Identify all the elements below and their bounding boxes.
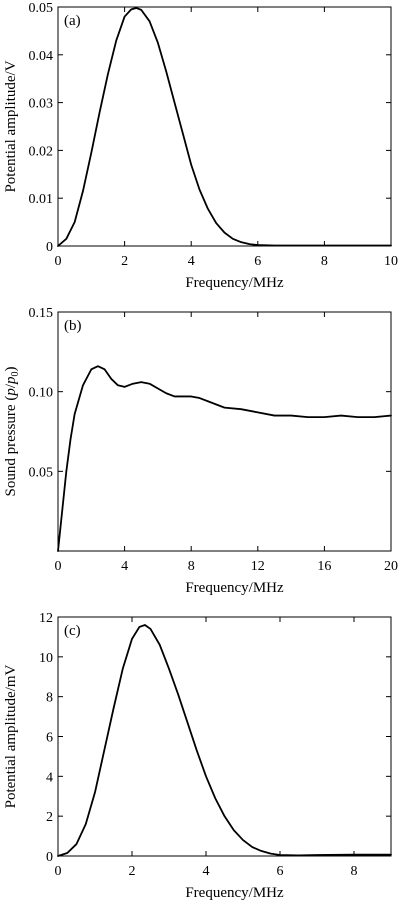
x-tick-label: 4 (203, 864, 210, 879)
y-tick-label: 0.02 (29, 144, 54, 159)
y-tick-label: 0.01 (29, 192, 54, 207)
plot-frame (57, 311, 392, 552)
x-tick-label: 8 (351, 864, 358, 879)
y-axis-label: Potential amplitude/mV (3, 664, 19, 808)
y-tick-label: 8 (46, 691, 53, 706)
x-tick-label: 6 (277, 864, 284, 879)
x-tick-label: 6 (254, 254, 261, 269)
chart-panel-2: 0 4 8 12 16 20 0.05 0.10 0.15 (b) Frequency/MHz Sou… (3, 306, 398, 596)
y-tick-label: 0.03 (29, 97, 54, 112)
panel-label: (c) (64, 623, 81, 639)
y-tick-label: 0.15 (29, 306, 54, 321)
y-tick-label: 6 (46, 731, 53, 746)
y-tick-label: 0.04 (29, 49, 54, 64)
x-tick-label: 10 (384, 254, 398, 269)
x-tick-label: 4 (188, 254, 195, 269)
x-tick-label: 0 (55, 559, 62, 574)
y-tick-label: 0.05 (29, 1, 54, 16)
x-tick-label: 2 (129, 864, 136, 879)
y-tick-label: 0 (46, 240, 53, 255)
y-tick-label: 0 (46, 850, 53, 865)
series-line (57, 7, 392, 247)
y-tick-label: 4 (46, 770, 53, 785)
chart-panel-3: 0 2 4 6 8 0 2 4 6 8 10 12 (c) Frequency/MHz Potential … (3, 611, 392, 900)
y-axis-label: Sound pressure (p/p0) (3, 367, 21, 497)
x-tick-label: 8 (321, 254, 328, 269)
x-tick-label: 12 (251, 559, 265, 574)
y-tick-label: 10 (39, 651, 53, 666)
x-tick-label: 8 (188, 559, 195, 574)
series-line (57, 365, 392, 552)
plot-frame (57, 6, 392, 247)
chart-panel-1: 0 2 4 6 8 10 0 0.01 0.02 0.03 0.04 0.05 (a) Frequency… (3, 1, 398, 291)
y-tick-label: 12 (39, 611, 53, 626)
x-tick-label: 2 (121, 254, 128, 269)
y-tick-label: 0.10 (29, 386, 54, 401)
x-tick-label: 0 (55, 864, 62, 879)
x-tick-label: 0 (55, 254, 62, 269)
y-tick-label: 2 (46, 810, 53, 825)
x-tick-label: 20 (384, 559, 398, 574)
x-axis-label: Frequency/MHz (185, 275, 284, 291)
series-line (57, 624, 392, 857)
x-axis-label: Frequency/MHz (185, 580, 284, 596)
panel-label: (a) (64, 13, 81, 29)
x-tick-label: 4 (121, 559, 128, 574)
y-axis-label: Potential amplitude/V (3, 60, 19, 192)
x-axis-label: Frequency/MHz (185, 885, 284, 900)
y-tick-label: 0.05 (29, 465, 54, 480)
panel-label: (b) (64, 318, 82, 334)
x-tick-label: 16 (317, 559, 331, 574)
